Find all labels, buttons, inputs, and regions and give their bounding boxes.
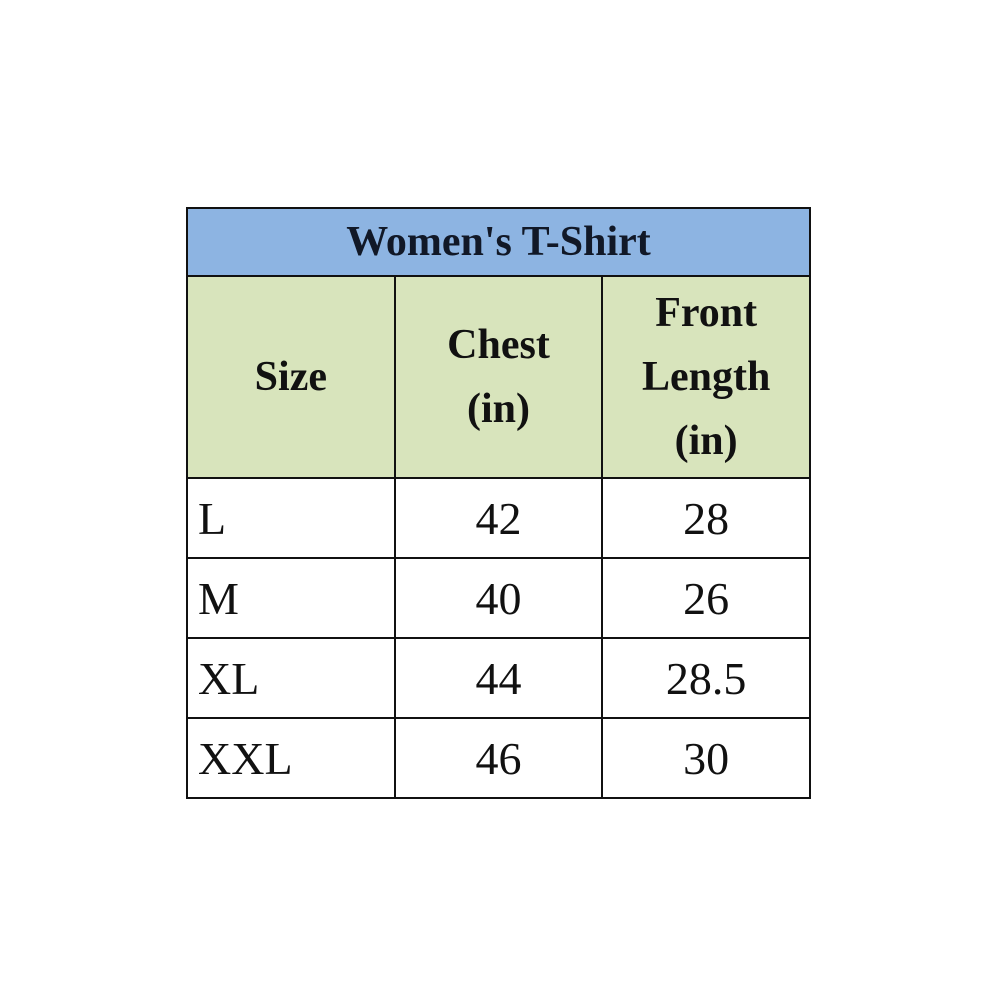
front-length-cell: 28.5: [601, 637, 811, 719]
chest-cell: 40: [393, 557, 604, 639]
column-header: Front Length (in): [601, 275, 811, 479]
column-header-line: Front: [655, 290, 758, 336]
front-length-cell: 30: [601, 717, 811, 799]
size-cell: XL: [186, 637, 396, 719]
front-length-cell: 26: [601, 557, 811, 639]
chest-cell: 46: [393, 717, 604, 799]
size-cell: M: [186, 557, 396, 639]
header-row: Size Chest (in) Front Length (in): [186, 275, 811, 479]
column-header-line: Chest: [447, 322, 550, 368]
column-header-line: (in): [674, 418, 738, 464]
column-header: Chest (in): [393, 275, 604, 479]
table-row: L 42 28: [186, 477, 811, 559]
column-header-line: Size: [254, 354, 327, 400]
table-row: M 40 26: [186, 557, 811, 639]
chest-cell: 44: [393, 637, 604, 719]
table-row: XXL 46 30: [186, 717, 811, 799]
size-chart-table: Women's T-Shirt Size Chest (in) Front Length…: [186, 207, 811, 799]
front-length-cell: 28: [601, 477, 811, 559]
column-header-line: (in): [466, 386, 530, 432]
table-title: Women's T-Shirt: [186, 207, 811, 277]
column-header-line: Length: [641, 354, 771, 400]
size-cell: L: [186, 477, 396, 559]
size-cell: XXL: [186, 717, 396, 799]
column-header: Size: [186, 275, 396, 479]
chest-cell: 42: [393, 477, 604, 559]
table-row: XL 44 28.5: [186, 637, 811, 719]
